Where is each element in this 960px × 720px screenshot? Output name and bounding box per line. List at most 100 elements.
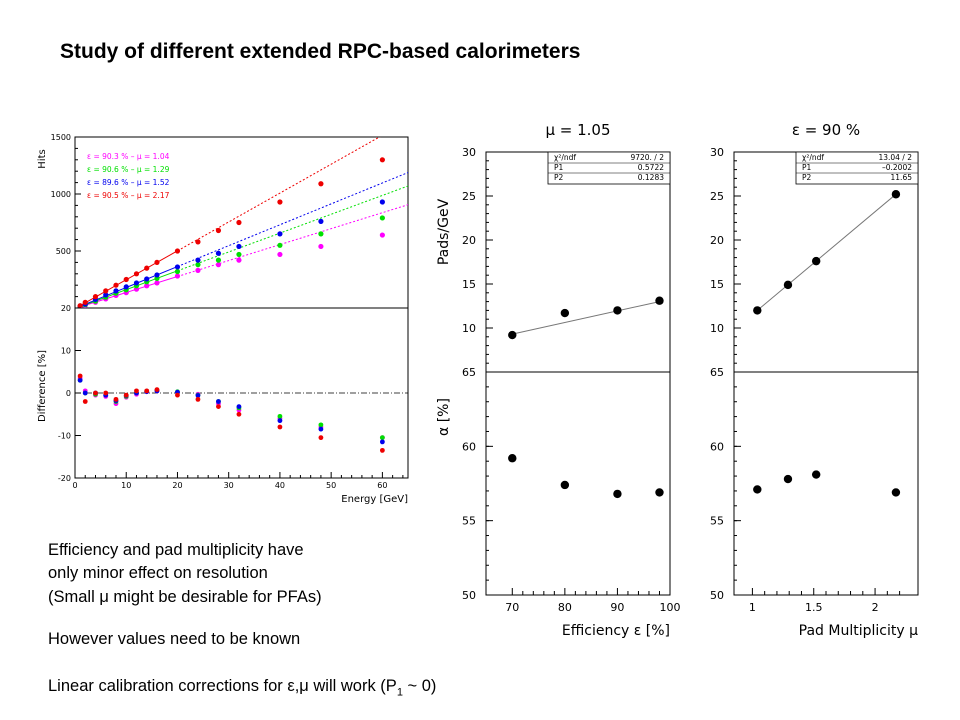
fit-extrapolation-line — [177, 171, 408, 268]
alpha-vs-multiplicity-frame — [733, 371, 919, 596]
hits-ytick-label: 1500 — [51, 133, 71, 142]
pads-vs-efficiency-ytick-label: 30 — [462, 146, 476, 159]
alpha-vs-efficiency-ytick-label: 50 — [462, 589, 476, 602]
hits-data-point — [277, 199, 283, 205]
hits-data-point — [195, 262, 201, 268]
hits-data-point — [379, 215, 385, 221]
difference-data-point — [277, 418, 283, 424]
alpha-vs-efficiency-data-point — [508, 454, 517, 463]
alpha-vs-efficiency-data-point — [655, 488, 664, 497]
pads-vs-multiplicity-stats-value: –0.2002 — [882, 163, 912, 172]
pads-vs-efficiency-ytick-label: 15 — [462, 278, 476, 291]
hits-data-point — [123, 276, 129, 283]
note-line-5-subscript: 1 — [396, 686, 403, 699]
pads-vs-efficiency-stats-key: P1 — [554, 163, 564, 172]
note-line-5-main: Linear calibration corrections for ε,μ w… — [48, 677, 397, 695]
difference-data-point — [379, 447, 385, 453]
difference-ytick-label: -20 — [58, 474, 71, 483]
alpha-vs-multiplicity-ytick-label: 55 — [710, 515, 724, 528]
hits-data-point — [77, 303, 83, 308]
difference-data-point — [379, 435, 385, 441]
hits-data-point — [144, 276, 150, 282]
hits-data-point — [318, 231, 324, 237]
legend-entry: ε = 89.6 % – μ = 1.52 — [87, 178, 170, 187]
alpha-vs-efficiency-xtick-label: 70 — [505, 601, 519, 614]
hits-data-point — [144, 283, 150, 289]
difference-data-point — [277, 424, 283, 430]
hits-data-point — [154, 272, 160, 278]
difference-data-point — [77, 377, 83, 383]
pads-vs-multiplicity-stats-box — [795, 151, 919, 185]
hits-data-point — [92, 294, 99, 300]
energy-xtick-label: 30 — [224, 481, 234, 490]
difference-data-point — [195, 393, 201, 398]
pads-vs-efficiency-fit-line — [512, 301, 660, 335]
legend-entry: ε = 90.3 % – μ = 1.04 — [87, 152, 170, 161]
difference-data-point — [93, 390, 98, 396]
difference-data-point — [144, 388, 150, 394]
pads-vs-efficiency-stats-box — [547, 151, 671, 185]
hits-data-point — [277, 251, 283, 258]
difference-data-point — [236, 411, 242, 417]
alpha-vs-efficiency-data-point — [560, 480, 570, 490]
hits-data-point — [133, 280, 140, 286]
pads-vs-multiplicity-ytick-label: 30 — [710, 146, 724, 159]
energy-axis-label: Energy [GeV] — [341, 494, 408, 505]
hits-data-point — [236, 251, 242, 258]
hits-data-point — [174, 273, 181, 279]
difference-data-point — [123, 392, 129, 398]
hits-data-point — [174, 268, 181, 275]
alpha-vs-multiplicity-data-point — [811, 470, 821, 479]
hits-data-point — [154, 259, 160, 265]
alpha-vs-multiplicity-ytick-label: 60 — [710, 440, 724, 453]
energy-xtick-label: 40 — [275, 481, 285, 490]
hits-ytick-label: 1000 — [51, 190, 71, 199]
difference-data-point — [77, 373, 83, 379]
hits-data-point — [215, 262, 222, 268]
note-line-1: Efficiency and pad multiplicity have — [48, 541, 304, 559]
alpha-vs-multiplicity-data-point — [783, 474, 793, 484]
difference-data-point — [318, 435, 324, 441]
difference-data-point — [82, 399, 88, 404]
note-line-4: However values need to be known — [48, 630, 301, 648]
hits-data-point — [318, 218, 324, 224]
alpha-vs-efficiency-ytick-label: 55 — [462, 515, 476, 528]
hits-data-point — [236, 243, 242, 250]
alpha-vs-multiplicity-data-point — [753, 485, 762, 494]
hits-data-point — [277, 231, 283, 237]
energy-xtick-label: 60 — [377, 481, 387, 490]
hits-data-point — [144, 265, 150, 271]
pads-vs-multiplicity-stats-key: P1 — [802, 163, 812, 172]
hits-data-point — [123, 284, 129, 290]
hits-data-point — [154, 280, 160, 286]
hits-data-point — [379, 199, 385, 205]
difference-ytick-label: 0 — [66, 389, 71, 398]
difference-data-point — [236, 404, 242, 409]
difference-data-point — [103, 390, 109, 396]
hits-data-point — [318, 243, 324, 250]
alpha-vs-multiplicity-xtick-label: 1.5 — [805, 601, 823, 614]
calibration-scan-figure: 10 15 20 25 30 χ²/ndf 9720. / 2 P1 0.5722 P2 0.128… — [436, 121, 919, 639]
difference-ytick-label: 10 — [61, 347, 71, 356]
difference-data-point — [134, 388, 139, 394]
hits-axis-label: Hits — [37, 149, 48, 168]
slide-title: Study of different extended RPC-based ca… — [60, 40, 581, 63]
hits-data-point — [379, 157, 385, 163]
pads-vs-efficiency-stats-key: χ²/ndf — [554, 153, 576, 162]
pads-vs-efficiency-stats-value: 9720. / 2 — [630, 153, 664, 162]
hits-data-point — [215, 250, 222, 256]
note-line-3: (Small μ might be desirable for PFAs) — [48, 588, 322, 606]
multiplicity-scan-title: ε = 90 % — [792, 121, 860, 139]
difference-data-point — [318, 422, 324, 428]
pads-vs-multiplicity-stats-value: 13.04 / 2 — [878, 153, 912, 162]
pads-vs-efficiency-data-point — [508, 330, 517, 340]
efficiency-axis-label: Efficiency ε [%] — [562, 623, 670, 639]
difference-data-point — [379, 439, 385, 445]
energy-xtick-label: 0 — [72, 481, 77, 490]
fit-extrapolation-line — [177, 185, 408, 272]
pads-vs-efficiency-data-point — [560, 308, 570, 318]
pads-vs-multiplicity-stats-key: χ²/ndf — [802, 153, 824, 162]
hits-data-point — [133, 271, 140, 277]
hits-data-point — [82, 299, 88, 305]
